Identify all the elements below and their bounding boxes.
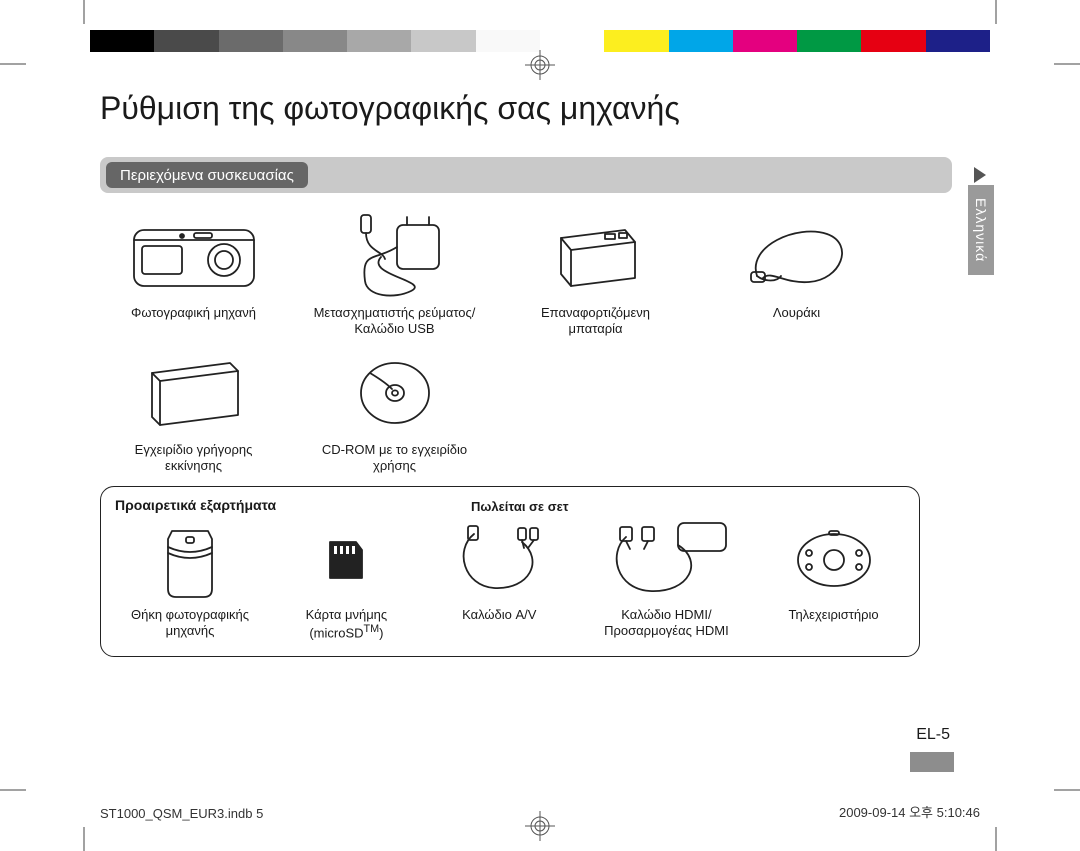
content-item-battery: Επαναφορτιζόμενη μπαταρία bbox=[502, 211, 689, 338]
item-label: Θήκη φωτογραφικής μηχανής bbox=[115, 607, 265, 640]
item-label: Κάρτα μνήμης(microSDTM) bbox=[275, 607, 418, 642]
item-label: CD-ROM με το εγχειρίδιο χρήσης bbox=[301, 442, 488, 475]
optional-accessories-box: Προαιρετικά εξαρτήματα Πωλείται σε σετ Θ… bbox=[100, 486, 920, 657]
language-label: Ελληνικά bbox=[973, 198, 989, 262]
battery-icon bbox=[502, 211, 689, 301]
section-ribbon: Περιεχόμενα συσκευασίας bbox=[100, 157, 980, 193]
footer-filename: ST1000_QSM_EUR3.indb 5 bbox=[100, 806, 263, 821]
content-item-adapter: Μετασχηματιστής ρεύματος/ Καλώδιο USB bbox=[301, 211, 488, 338]
opt-item-av-cable: Καλώδιο A/V bbox=[428, 517, 571, 642]
opt-item-microsd: Κάρτα μνήμης(microSDTM) bbox=[275, 517, 418, 642]
opt-item-hdmi: Καλώδιο HDMI/ Προσαρμογέας HDMI bbox=[581, 517, 752, 642]
camera-case-icon bbox=[115, 517, 265, 603]
item-label: Τηλεχειριστήριο bbox=[762, 607, 905, 623]
item-label: Καλώδιο A/V bbox=[428, 607, 571, 623]
item-label: Λουράκι bbox=[703, 305, 890, 321]
content-item-manual: Εγχειρίδιο γρήγορης εκκίνησης bbox=[100, 348, 287, 475]
content-item-camera: Φωτογραφική μηχανή bbox=[100, 211, 287, 338]
camera-icon bbox=[100, 211, 287, 301]
opt-item-case: Θήκη φωτογραφικής μηχανής bbox=[115, 517, 265, 642]
remote-icon bbox=[762, 517, 905, 603]
item-label: Καλώδιο HDMI/ Προσαρμογέας HDMI bbox=[581, 607, 752, 640]
microsd-icon bbox=[275, 517, 418, 603]
hdmi-icon bbox=[581, 517, 752, 603]
footer-timestamp: 2009-09-14 오후 5:10:46 bbox=[839, 802, 980, 821]
registration-mark-bottom bbox=[525, 811, 555, 841]
opt-item-remote: Τηλεχειριστήριο bbox=[762, 517, 905, 642]
language-tab: Ελληνικά bbox=[968, 185, 994, 275]
cdrom-icon bbox=[301, 348, 488, 438]
item-label: Επαναφορτιζόμενη μπαταρία bbox=[502, 305, 689, 338]
page-tab-marker bbox=[910, 752, 954, 772]
strap-icon bbox=[703, 211, 890, 301]
sold-as-set-label: Πωλείται σε σετ bbox=[471, 499, 569, 514]
item-label: Μετασχηματιστής ρεύματος/ Καλώδιο USB bbox=[301, 305, 488, 338]
item-label: Εγχειρίδιο γρήγορης εκκίνησης bbox=[100, 442, 287, 475]
content-item-strap: Λουράκι bbox=[703, 211, 890, 338]
content-item-cdrom: CD-ROM με το εγχειρίδιο χρήσης bbox=[301, 348, 488, 475]
registration-mark-top bbox=[525, 50, 555, 80]
av-cable-icon bbox=[428, 517, 571, 603]
print-color-bar bbox=[90, 30, 990, 52]
section-header-label: Περιεχόμενα συσκευασίας bbox=[106, 162, 308, 188]
item-label: Φωτογραφική μηχανή bbox=[100, 305, 287, 321]
manual-icon bbox=[100, 348, 287, 438]
adapter-icon bbox=[301, 211, 488, 301]
page-number: EL-5 bbox=[916, 726, 950, 744]
page-title: Ρύθμιση της φωτογραφικής σας μηχανής bbox=[100, 90, 980, 127]
